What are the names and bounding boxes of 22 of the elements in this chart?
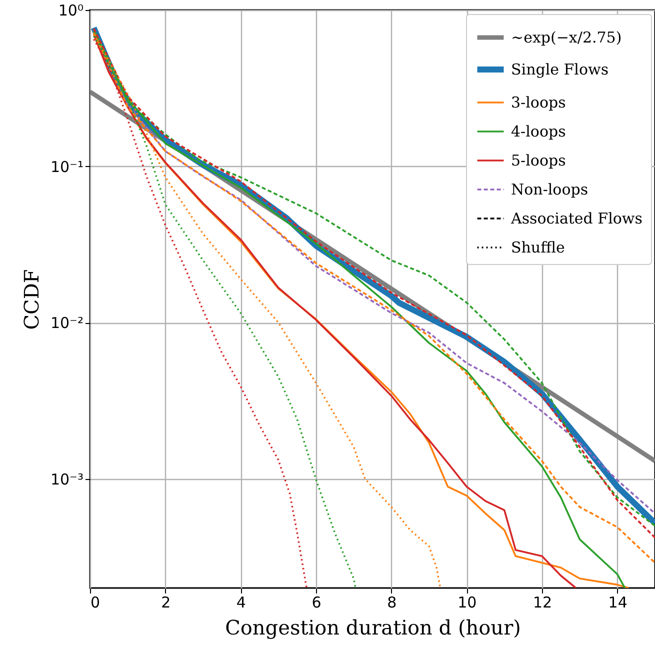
y-tick-label: 10⁻¹ <box>50 158 84 176</box>
x-axis-title: Congestion duration d (hour) <box>225 616 521 640</box>
x-tick-label: 2 <box>161 594 171 612</box>
legend-label: Non-loops <box>511 180 588 198</box>
legend-label: Shuffle <box>511 238 566 256</box>
y-axis-title: CCDF <box>19 269 44 330</box>
legend-label: Single Flows <box>511 60 609 78</box>
legend-label: ∼exp(−x/2.75) <box>511 28 622 46</box>
y-tick-label: 10⁻³ <box>50 470 84 488</box>
legend-label: 3-loops <box>511 94 566 112</box>
y-tick-label: 10⁻² <box>50 314 84 332</box>
x-tick-label: 6 <box>312 594 322 612</box>
y-tick-label: 10⁰ <box>58 2 84 20</box>
x-tick-label: 0 <box>90 594 100 612</box>
x-tick-label: 4 <box>236 594 246 612</box>
x-tick-label: 14 <box>608 594 628 612</box>
x-tick-label: 12 <box>532 594 552 612</box>
legend-label: 4-loops <box>511 122 566 140</box>
legend-label: Associated Flows <box>510 210 642 228</box>
x-tick-label: 10 <box>458 594 477 612</box>
legend-label: 5-loops <box>511 152 566 170</box>
x-tick-label: 8 <box>387 594 397 612</box>
